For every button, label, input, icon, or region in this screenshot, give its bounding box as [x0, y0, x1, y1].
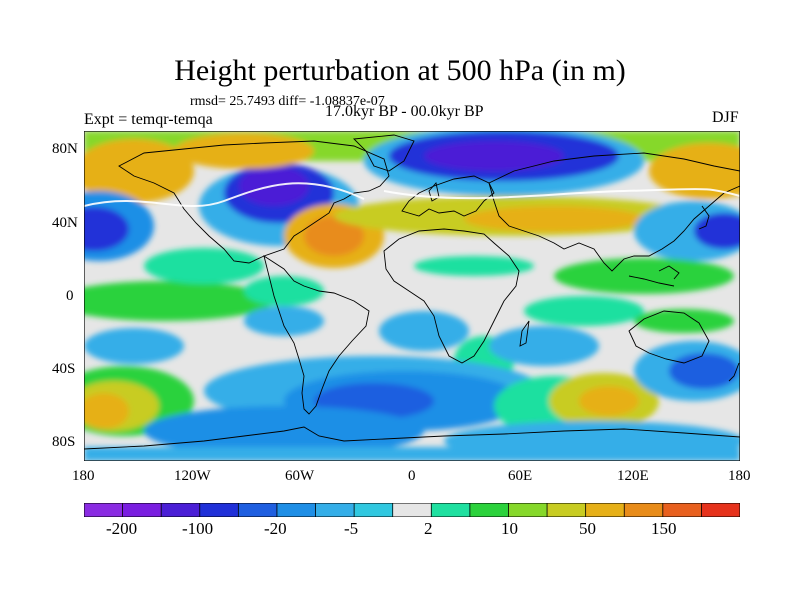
lon-label-0: 0 [408, 468, 416, 484]
lat-label-0: 0 [66, 288, 74, 304]
colorbar-cell [508, 503, 548, 517]
colorbar-cell [623, 503, 664, 517]
lon-label-60e: 60E [508, 468, 533, 484]
colorbar-label: 2 [424, 519, 433, 538]
lon-label-120w: 120W [174, 468, 211, 484]
colorbar-label: 50 [579, 519, 596, 538]
contour-field [84, 131, 740, 461]
coastlines [84, 134, 740, 450]
lon-label-180e: 180 [728, 468, 751, 484]
colorbar-cell [469, 503, 510, 517]
colorbar-label: -20 [264, 519, 287, 538]
colorbar-cell [122, 503, 163, 517]
colorbar-cells [84, 503, 740, 517]
colorbar-label: -200 [106, 519, 138, 538]
colorbar-cell [701, 503, 740, 517]
colorbar-cell [392, 503, 433, 517]
lon-label-120e: 120E [617, 468, 649, 484]
height-perturbation-map [84, 131, 740, 461]
lat-label-80s: 80S [52, 434, 76, 450]
colorbar-label: 10 [501, 519, 518, 538]
colorbar-cell [430, 503, 471, 517]
colorbar-cell [546, 503, 587, 517]
period-label: 17.0kyr BP - 00.0kyr BP [325, 103, 484, 120]
colorbar-label: 150 [651, 519, 677, 538]
colorbar-cell [315, 503, 356, 517]
chart-title: Height perturbation at 500 hPa (in m) [174, 54, 626, 87]
colorbar-label: -5 [344, 519, 359, 538]
lat-label-40s: 40S [52, 361, 76, 377]
colorbar-cell [199, 503, 240, 517]
lat-label-80n: 80N [52, 141, 78, 157]
colorbar-cell [662, 503, 703, 517]
colorbar-cell [160, 503, 201, 517]
experiment-label: Expt = temqr-temqa [84, 111, 213, 128]
colorbar-cell [237, 503, 278, 517]
colorbar-cell [585, 503, 626, 517]
lon-label-180w: 180 [72, 468, 95, 484]
colorbar [84, 503, 740, 517]
zero-contour [84, 182, 740, 207]
lon-label-60w: 60W [285, 468, 315, 484]
colorbar-cell [84, 503, 124, 517]
lat-label-40n: 40N [52, 215, 78, 231]
colorbar-label: -100 [182, 519, 214, 538]
stats-text: rmsd= 25.7493 diff= -1.08837e-07 [190, 94, 385, 109]
colorbar-cell [353, 503, 394, 517]
colorbar-cell [276, 503, 317, 517]
season-label: DJF [712, 109, 739, 126]
